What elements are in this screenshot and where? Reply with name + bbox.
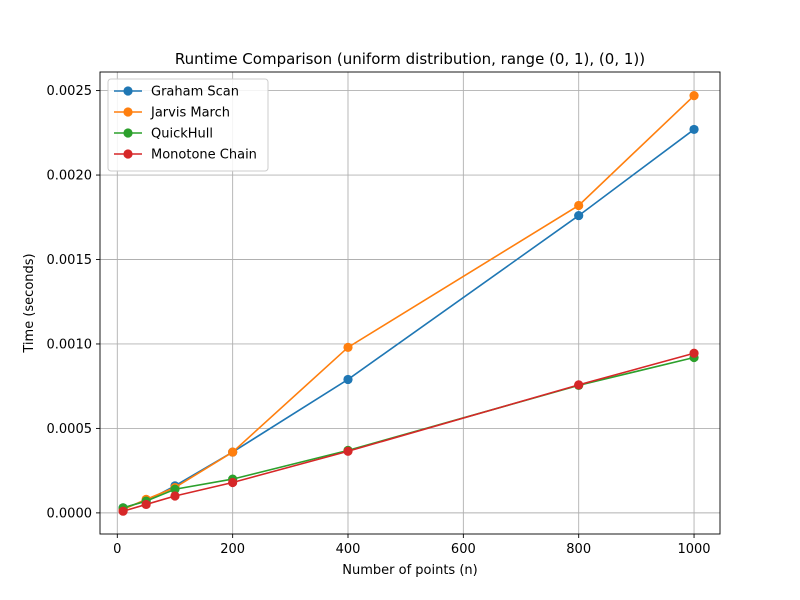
x-tick-label: 200 (220, 542, 245, 557)
legend-item: QuickHull (114, 127, 213, 142)
data-point-quickhull (170, 484, 180, 494)
data-point-monotone-chain (170, 491, 180, 501)
y-tick-label: 0.0025 (47, 84, 93, 99)
legend-label: Graham Scan (151, 85, 239, 100)
y-axis-label: Time (seconds) (22, 253, 37, 353)
legend-item: Monotone Chain (114, 148, 257, 163)
legend-marker (123, 149, 133, 159)
tick-layer: 0 200 400 600 800 1000 0.0000 0.0005 0.0010 0.001… (47, 84, 711, 557)
legend-marker (123, 86, 133, 96)
legend: Graham Scan Jarvis March QuickHull Monotone… (107, 78, 269, 172)
x-tick-label: 800 (566, 542, 591, 557)
x-tick-label: 0 (113, 542, 121, 557)
data-point-graham-scan (343, 374, 353, 385)
grid (100, 72, 720, 534)
plot-frame (99, 71, 721, 535)
x-tick-label: 600 (451, 542, 476, 557)
data-point-jarvis-march (343, 342, 353, 352)
series-monotone-chain (118, 348, 699, 516)
data-point-monotone-chain (118, 506, 128, 516)
y-tick-label: 0.0015 (47, 253, 93, 268)
legend-marker (123, 128, 133, 138)
data-point-graham-scan (574, 210, 584, 221)
y-tick-label: 0.0000 (47, 506, 93, 521)
x-axis-label: Number of points (n) (342, 563, 477, 578)
data-point-jarvis-march (228, 447, 238, 457)
legend-label: Monotone Chain (151, 148, 257, 163)
chart-title: Runtime Comparison (uniform distribution… (175, 50, 645, 68)
x-tick-label: 1000 (677, 542, 710, 557)
legend-box (107, 78, 269, 172)
series-layer (118, 91, 699, 516)
data-point-monotone-chain (343, 446, 353, 456)
data-point-monotone-chain (228, 477, 238, 488)
y-tick-label: 0.0010 (47, 337, 93, 352)
data-point-monotone-chain (574, 380, 584, 390)
x-tick-label: 400 (336, 542, 361, 557)
legend-item: Graham Scan (114, 85, 239, 100)
data-point-graham-scan (689, 124, 699, 135)
y-tick-label: 0.0020 (47, 169, 93, 184)
data-point-jarvis-march (689, 91, 699, 101)
data-point-monotone-chain (141, 499, 151, 510)
y-tick-label: 0.0005 (47, 422, 93, 437)
data-point-monotone-chain (689, 348, 699, 358)
legend-item: Jarvis March (114, 106, 230, 121)
data-point-jarvis-march (574, 200, 584, 211)
legend-label: QuickHull (151, 127, 213, 142)
legend-marker (123, 107, 133, 117)
legend-label: Jarvis March (150, 106, 230, 121)
